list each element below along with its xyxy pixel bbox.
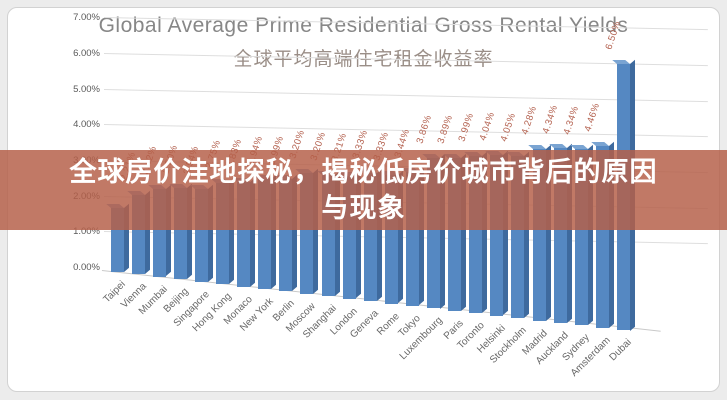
chart-title: Global Average Prime Residential Gross R… xyxy=(98,14,629,37)
chart-subtitle: 全球平均高端住宅租金收益率 xyxy=(233,49,494,70)
y-axis-tick-label: 6.00% xyxy=(73,47,100,59)
headline-overlay-banner: 全球房价洼地探秘，揭秘低房价城市背后的原因 与现象 xyxy=(0,150,727,230)
headline-line-1: 全球房价洼地探秘，揭秘低房价城市背后的原因 xyxy=(69,157,658,187)
y-axis-tick-label: 0.00% xyxy=(73,262,100,273)
headline-line-2: 与现象 xyxy=(321,193,406,223)
y-axis-tick-label: 7.00% xyxy=(73,12,100,24)
y-axis-tick-label: 5.00% xyxy=(73,83,100,95)
y-axis-tick-label: 4.00% xyxy=(73,119,100,131)
y-axis-tick-label: 1.00% xyxy=(73,226,100,238)
